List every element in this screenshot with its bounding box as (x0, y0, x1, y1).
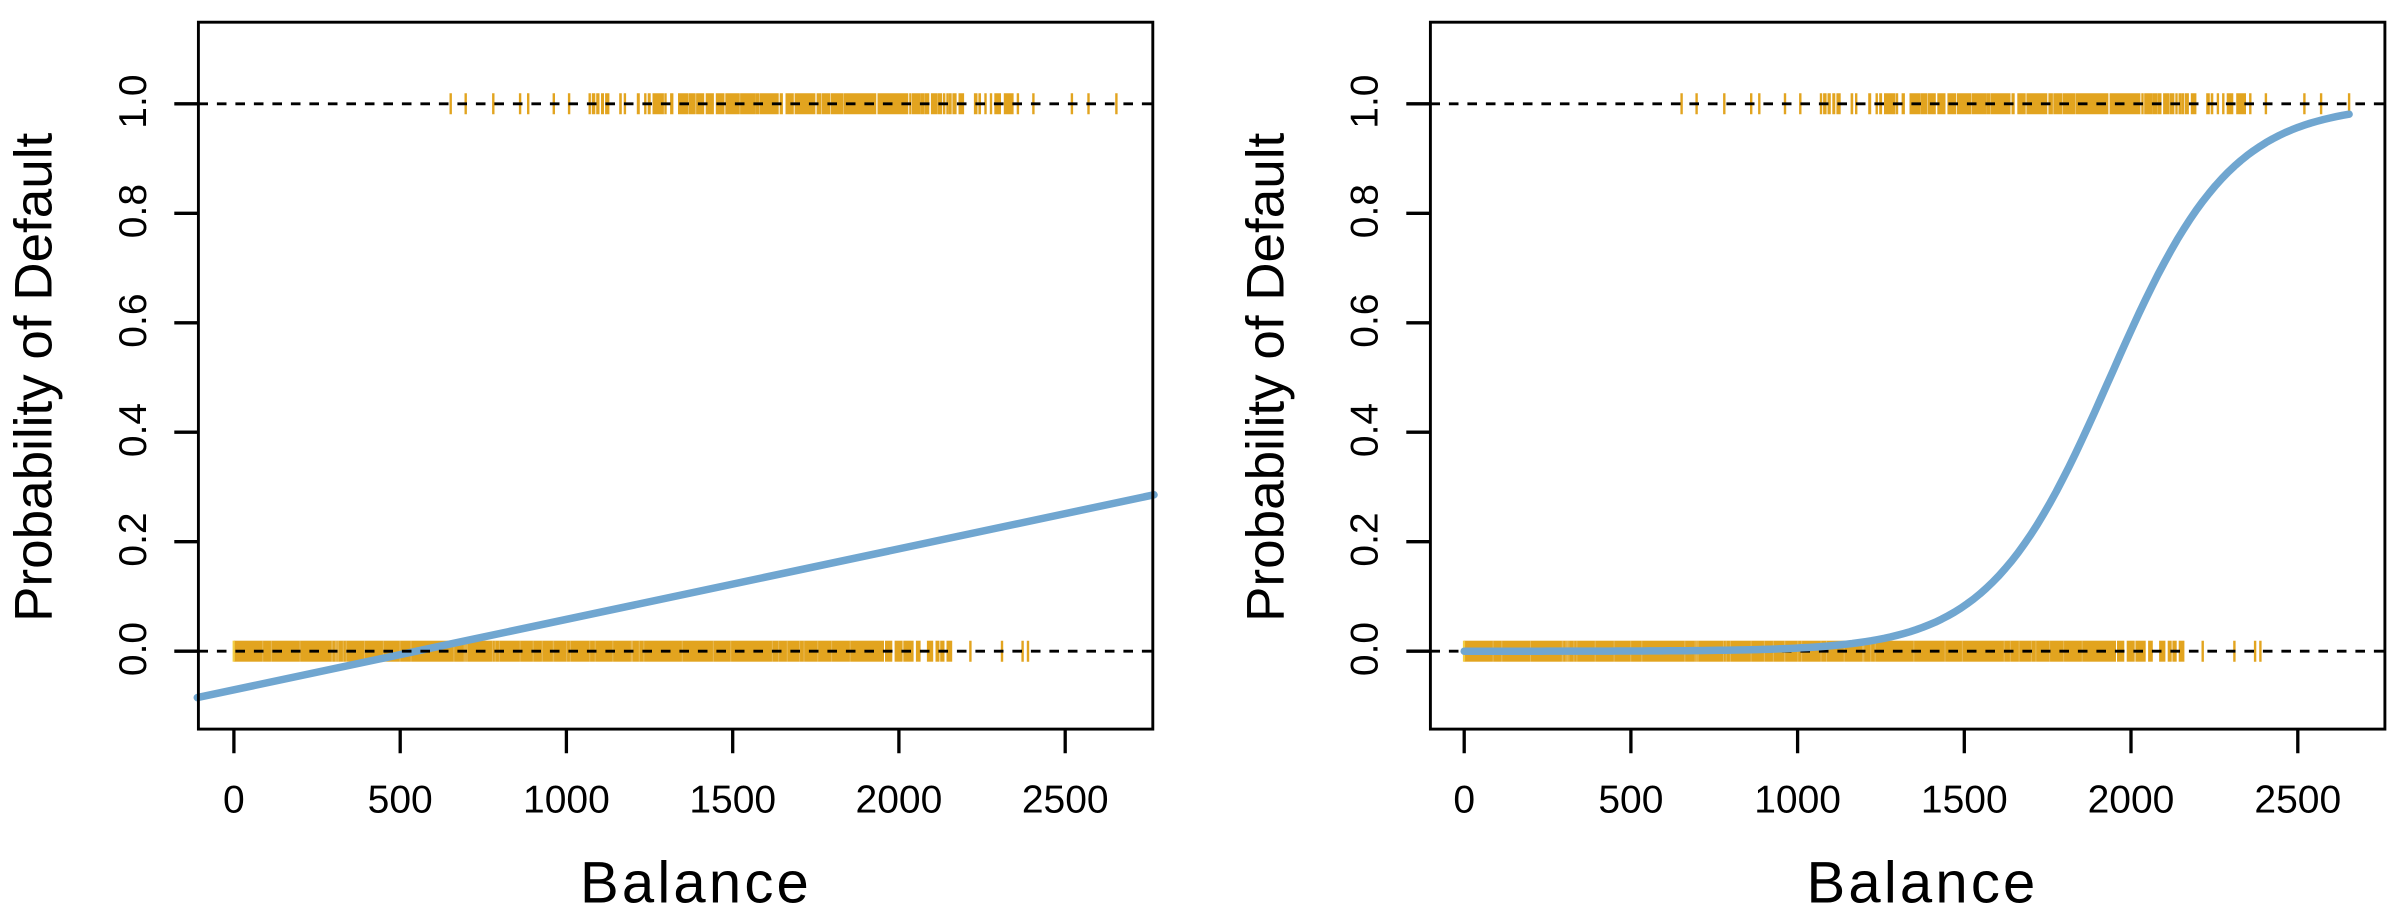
svg-text:1500: 1500 (1921, 778, 2008, 821)
svg-text:Probability of Default: Probability of Default (5, 133, 64, 622)
svg-text:1.0: 1.0 (1344, 74, 1387, 128)
svg-text:0.0: 0.0 (112, 622, 155, 676)
svg-text:1.0: 1.0 (112, 74, 155, 128)
svg-text:0.6: 0.6 (112, 293, 155, 347)
svg-text:0.8: 0.8 (1344, 184, 1387, 238)
svg-text:500: 500 (368, 778, 433, 821)
svg-text:0.4: 0.4 (112, 403, 155, 457)
svg-text:2500: 2500 (2254, 778, 2341, 821)
svg-text:2000: 2000 (856, 778, 943, 821)
svg-text:500: 500 (1598, 778, 1663, 821)
svg-text:0.4: 0.4 (1344, 403, 1387, 457)
svg-text:0.2: 0.2 (112, 512, 155, 566)
svg-text:2000: 2000 (2088, 778, 2175, 821)
svg-text:0.6: 0.6 (1344, 293, 1387, 347)
svg-text:0.2: 0.2 (1344, 512, 1387, 566)
svg-text:1000: 1000 (1754, 778, 1841, 821)
svg-text:0.0: 0.0 (1344, 622, 1387, 676)
svg-text:2500: 2500 (1022, 778, 1109, 821)
svg-text:1000: 1000 (523, 778, 610, 821)
svg-text:0: 0 (1453, 778, 1475, 821)
svg-text:0: 0 (223, 778, 245, 821)
svg-text:Balance: Balance (580, 851, 812, 915)
svg-text:1500: 1500 (689, 778, 776, 821)
svg-text:0.8: 0.8 (112, 184, 155, 238)
svg-text:Probability of Default: Probability of Default (1237, 133, 1296, 622)
svg-text:Balance: Balance (1807, 851, 2039, 915)
